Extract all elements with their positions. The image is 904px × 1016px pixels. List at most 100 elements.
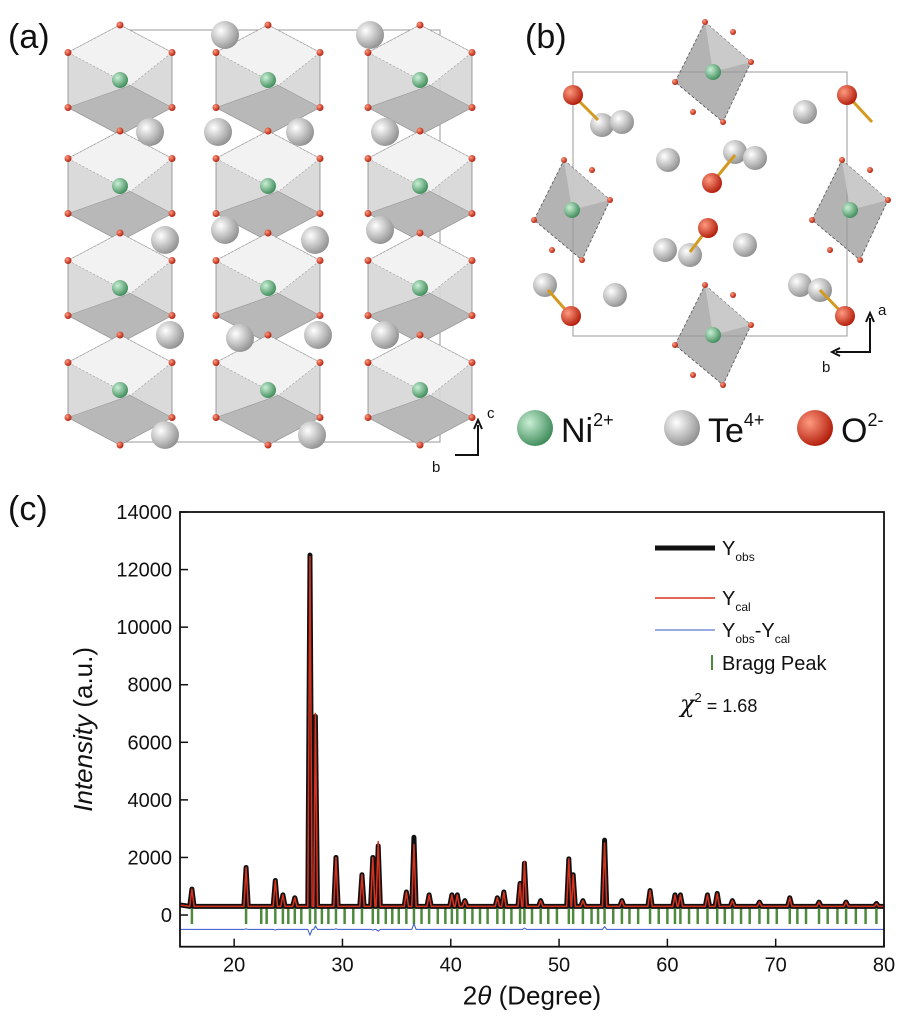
atom-label: O2- <box>841 410 883 450</box>
atom-charge: 4+ <box>744 410 765 430</box>
o-atom <box>416 21 424 29</box>
ni-atom <box>112 382 128 398</box>
octahedron-face <box>564 160 610 210</box>
octahedron-face <box>215 232 321 294</box>
te-atom <box>211 216 239 244</box>
ni-atom <box>412 280 428 296</box>
legend-label: Yobs <box>722 538 755 564</box>
axis-arrow <box>836 318 871 353</box>
series-line <box>179 552 884 909</box>
o-atom <box>64 359 72 366</box>
o-atom <box>212 49 220 56</box>
label-part: θ <box>477 981 491 1011</box>
o-atom <box>316 414 324 421</box>
o-atom <box>64 210 72 217</box>
panel-label: (c) <box>8 490 48 528</box>
o-atom <box>316 312 324 319</box>
y-tick-label: 12000 <box>116 560 172 582</box>
ni-atom <box>260 382 276 398</box>
atom-label: Te4+ <box>708 410 764 450</box>
o-atom <box>212 312 220 319</box>
o-atom <box>720 382 726 388</box>
o-atom <box>212 210 220 217</box>
octahedron-face <box>215 24 321 86</box>
ni-atom <box>412 72 428 88</box>
label-part: (a.u.) <box>68 647 98 715</box>
o-atom <box>316 210 324 217</box>
te-atom <box>366 216 394 244</box>
label-part: cal <box>735 600 750 614</box>
te-atom <box>371 118 399 146</box>
o-atom <box>316 155 324 162</box>
o-atom <box>468 104 476 111</box>
atom-symbol: Ni <box>561 412 593 450</box>
o-atom <box>468 155 476 162</box>
o-atom <box>416 229 424 237</box>
te-atom <box>226 324 254 352</box>
o-atom <box>364 359 372 366</box>
o-atom <box>468 210 476 217</box>
x-tick-label: 40 <box>440 955 462 977</box>
o-atom <box>607 197 613 203</box>
te-atom <box>788 273 812 297</box>
o-atom <box>212 359 220 366</box>
o-atom <box>885 197 891 203</box>
ni-atom <box>112 280 128 296</box>
x-tick-label: 80 <box>873 955 895 977</box>
atom-legend: Ni2+ Te4+ O2- <box>517 410 883 450</box>
o-atom <box>168 210 176 217</box>
legend-label: Ycal <box>722 588 751 614</box>
te-atom <box>371 321 399 349</box>
o-atom <box>212 104 220 111</box>
o-atom <box>857 257 863 263</box>
ni-atom <box>112 72 128 88</box>
o-atom <box>416 441 424 449</box>
o-atom <box>748 59 754 65</box>
o-atom <box>316 257 324 264</box>
o-atom <box>316 359 324 366</box>
arrow-head <box>829 347 841 357</box>
legend-label: Yobs-Ycal <box>722 620 790 646</box>
ni-atom <box>842 202 858 218</box>
o-atom <box>116 331 124 339</box>
octahedron-face <box>367 24 473 86</box>
te-atom <box>211 21 239 49</box>
ni-atom <box>705 327 721 343</box>
atom-symbol: Te <box>708 412 744 450</box>
label-part: obs <box>735 550 754 564</box>
o-atom <box>316 104 324 111</box>
octahedron-face <box>67 24 173 86</box>
o-atom <box>116 441 124 449</box>
te-atom <box>733 233 757 257</box>
ni-atom <box>564 202 580 218</box>
o-atom <box>264 127 272 135</box>
y-tick-label: 0 <box>161 905 172 927</box>
o-atom <box>561 157 567 163</box>
te-atom <box>653 238 677 262</box>
o-atom <box>364 104 372 111</box>
o-atom <box>64 414 72 421</box>
label-part: obs <box>735 632 754 646</box>
te-atom <box>156 321 184 349</box>
o-atom <box>264 21 272 29</box>
octahedron-face <box>367 130 473 192</box>
o-atom <box>264 441 272 449</box>
o-atom <box>730 29 736 35</box>
octahedron-face <box>705 285 751 335</box>
x-tick-label: 70 <box>765 955 787 977</box>
o-atom <box>837 85 857 105</box>
o-atom <box>730 292 736 298</box>
o-atom <box>720 119 726 125</box>
ni-atom <box>260 72 276 88</box>
x-axis-label: 2θ (Degree) <box>463 981 601 1011</box>
o-atom <box>531 217 537 223</box>
o-atom <box>416 331 424 339</box>
o-atom <box>64 312 72 319</box>
chi-symbol: χ <box>678 690 696 718</box>
octahedron-face <box>67 334 173 396</box>
te-atom <box>151 226 179 254</box>
y-axis-label: Intensity (a.u.) <box>68 647 98 812</box>
octahedron-face <box>367 232 473 294</box>
o-atom <box>212 155 220 162</box>
te-atom <box>603 283 627 307</box>
